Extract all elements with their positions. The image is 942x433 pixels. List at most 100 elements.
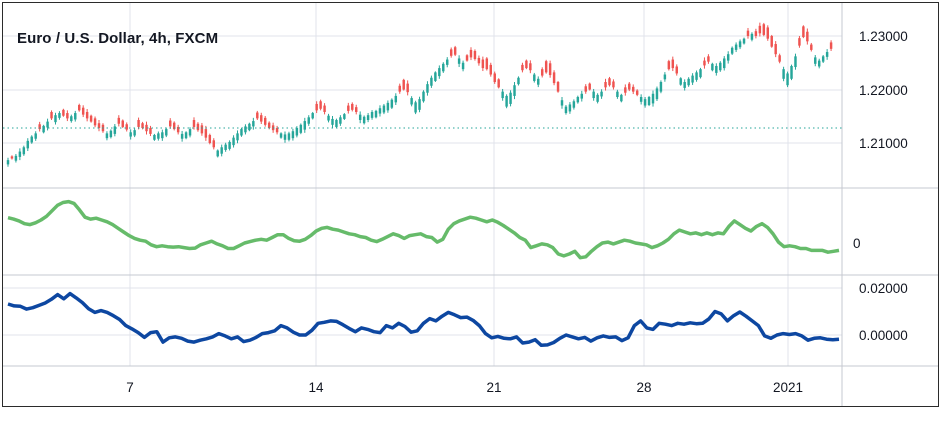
candle-body [829, 42, 833, 49]
candle-body [220, 147, 223, 154]
candle-body [643, 99, 647, 106]
candle-body [319, 101, 322, 109]
candle-body [386, 102, 390, 111]
candle-body [224, 144, 227, 150]
candle-body [85, 111, 89, 119]
candle-body [165, 129, 168, 136]
price-tick-label: 1.23000 [859, 29, 908, 44]
candle-body [145, 124, 148, 132]
candle-body [169, 120, 172, 127]
chart-frame: 0 1.23000 1.22000 1.21000 0.02000 0.00000 7 14… [2, 2, 939, 407]
candle-body [89, 115, 93, 122]
candle-body [750, 33, 754, 40]
candle-body [228, 141, 231, 149]
candle-body [624, 87, 627, 93]
candle-body [659, 82, 663, 92]
candle-body [525, 60, 528, 69]
candle-body [252, 121, 255, 127]
candle-body [6, 160, 10, 165]
candle-body [240, 129, 243, 136]
oscillator-line [7, 199, 840, 260]
candle-body [453, 47, 457, 55]
candle-body [651, 93, 655, 104]
candle-body [703, 60, 706, 66]
candle-body [821, 56, 825, 62]
candle-body [493, 73, 496, 83]
candle-body [477, 57, 481, 64]
candle-body [612, 81, 615, 88]
candle-body [544, 61, 548, 73]
candle-body [299, 124, 303, 133]
candle-body [18, 151, 22, 157]
candle-body [287, 133, 291, 140]
candle-body [568, 104, 572, 112]
candle-body [307, 117, 310, 124]
candle-body [133, 130, 136, 136]
candle-body [734, 44, 738, 50]
candle-body [208, 134, 212, 143]
candle-body [46, 121, 49, 128]
candle-body [817, 60, 821, 67]
candle-body [580, 93, 584, 99]
candle-body [770, 36, 773, 47]
candle-body [42, 125, 45, 133]
candle-body [699, 69, 702, 78]
candle-body [355, 107, 358, 112]
candle-body [509, 92, 512, 104]
candle-body [366, 115, 370, 120]
candle-body [109, 130, 113, 138]
candle-body [695, 72, 698, 80]
candle-body [430, 77, 433, 86]
candle-body [315, 103, 318, 111]
candle-body [351, 103, 354, 110]
candle-body [774, 44, 777, 55]
candle-body [125, 124, 128, 130]
candle-body [374, 110, 378, 118]
candle-body [256, 112, 259, 119]
candle-body [730, 47, 734, 54]
candle-body [212, 140, 215, 148]
candle-body [485, 58, 489, 70]
candle-body [461, 62, 465, 70]
candle-body [766, 27, 769, 39]
candle-body [97, 123, 101, 129]
candle-body [204, 129, 208, 138]
axis-layer: 0 1.23000 1.22000 1.21000 0.02000 0.00000 7 14… [126, 29, 908, 395]
candle-body [552, 72, 556, 84]
candle-body [754, 31, 758, 36]
candle-body [323, 105, 326, 112]
candle-body [457, 58, 461, 64]
candle-body [78, 105, 81, 111]
candle-body [378, 108, 382, 114]
candle-body [548, 63, 552, 76]
candle-body [244, 126, 247, 133]
candle-body [533, 74, 536, 81]
candle-body [54, 115, 57, 123]
candle-body [604, 82, 607, 88]
candle-body [572, 101, 576, 108]
candle-body [141, 123, 144, 129]
candle-body [196, 123, 200, 131]
candle-body [517, 77, 520, 85]
candle-body [105, 133, 109, 139]
candle-body [564, 106, 568, 114]
candle-body [343, 114, 346, 119]
candle-body [62, 109, 65, 116]
candle-body [426, 84, 429, 93]
candle-body [438, 68, 441, 77]
candle-body [180, 133, 184, 139]
candle-body [137, 119, 140, 127]
candle-body [711, 63, 714, 71]
candle-body [635, 90, 639, 95]
candle-body [628, 83, 631, 90]
candle-body [679, 78, 682, 85]
momentum-line [7, 291, 840, 348]
candle-body [157, 133, 160, 139]
candle-body [260, 115, 263, 122]
candle-body [723, 58, 726, 69]
candle-body [608, 78, 611, 86]
momentum-tick-label: 0.00000 [859, 328, 908, 343]
candle-body [667, 61, 671, 70]
candle-body [192, 119, 196, 127]
candle-body [806, 31, 809, 42]
